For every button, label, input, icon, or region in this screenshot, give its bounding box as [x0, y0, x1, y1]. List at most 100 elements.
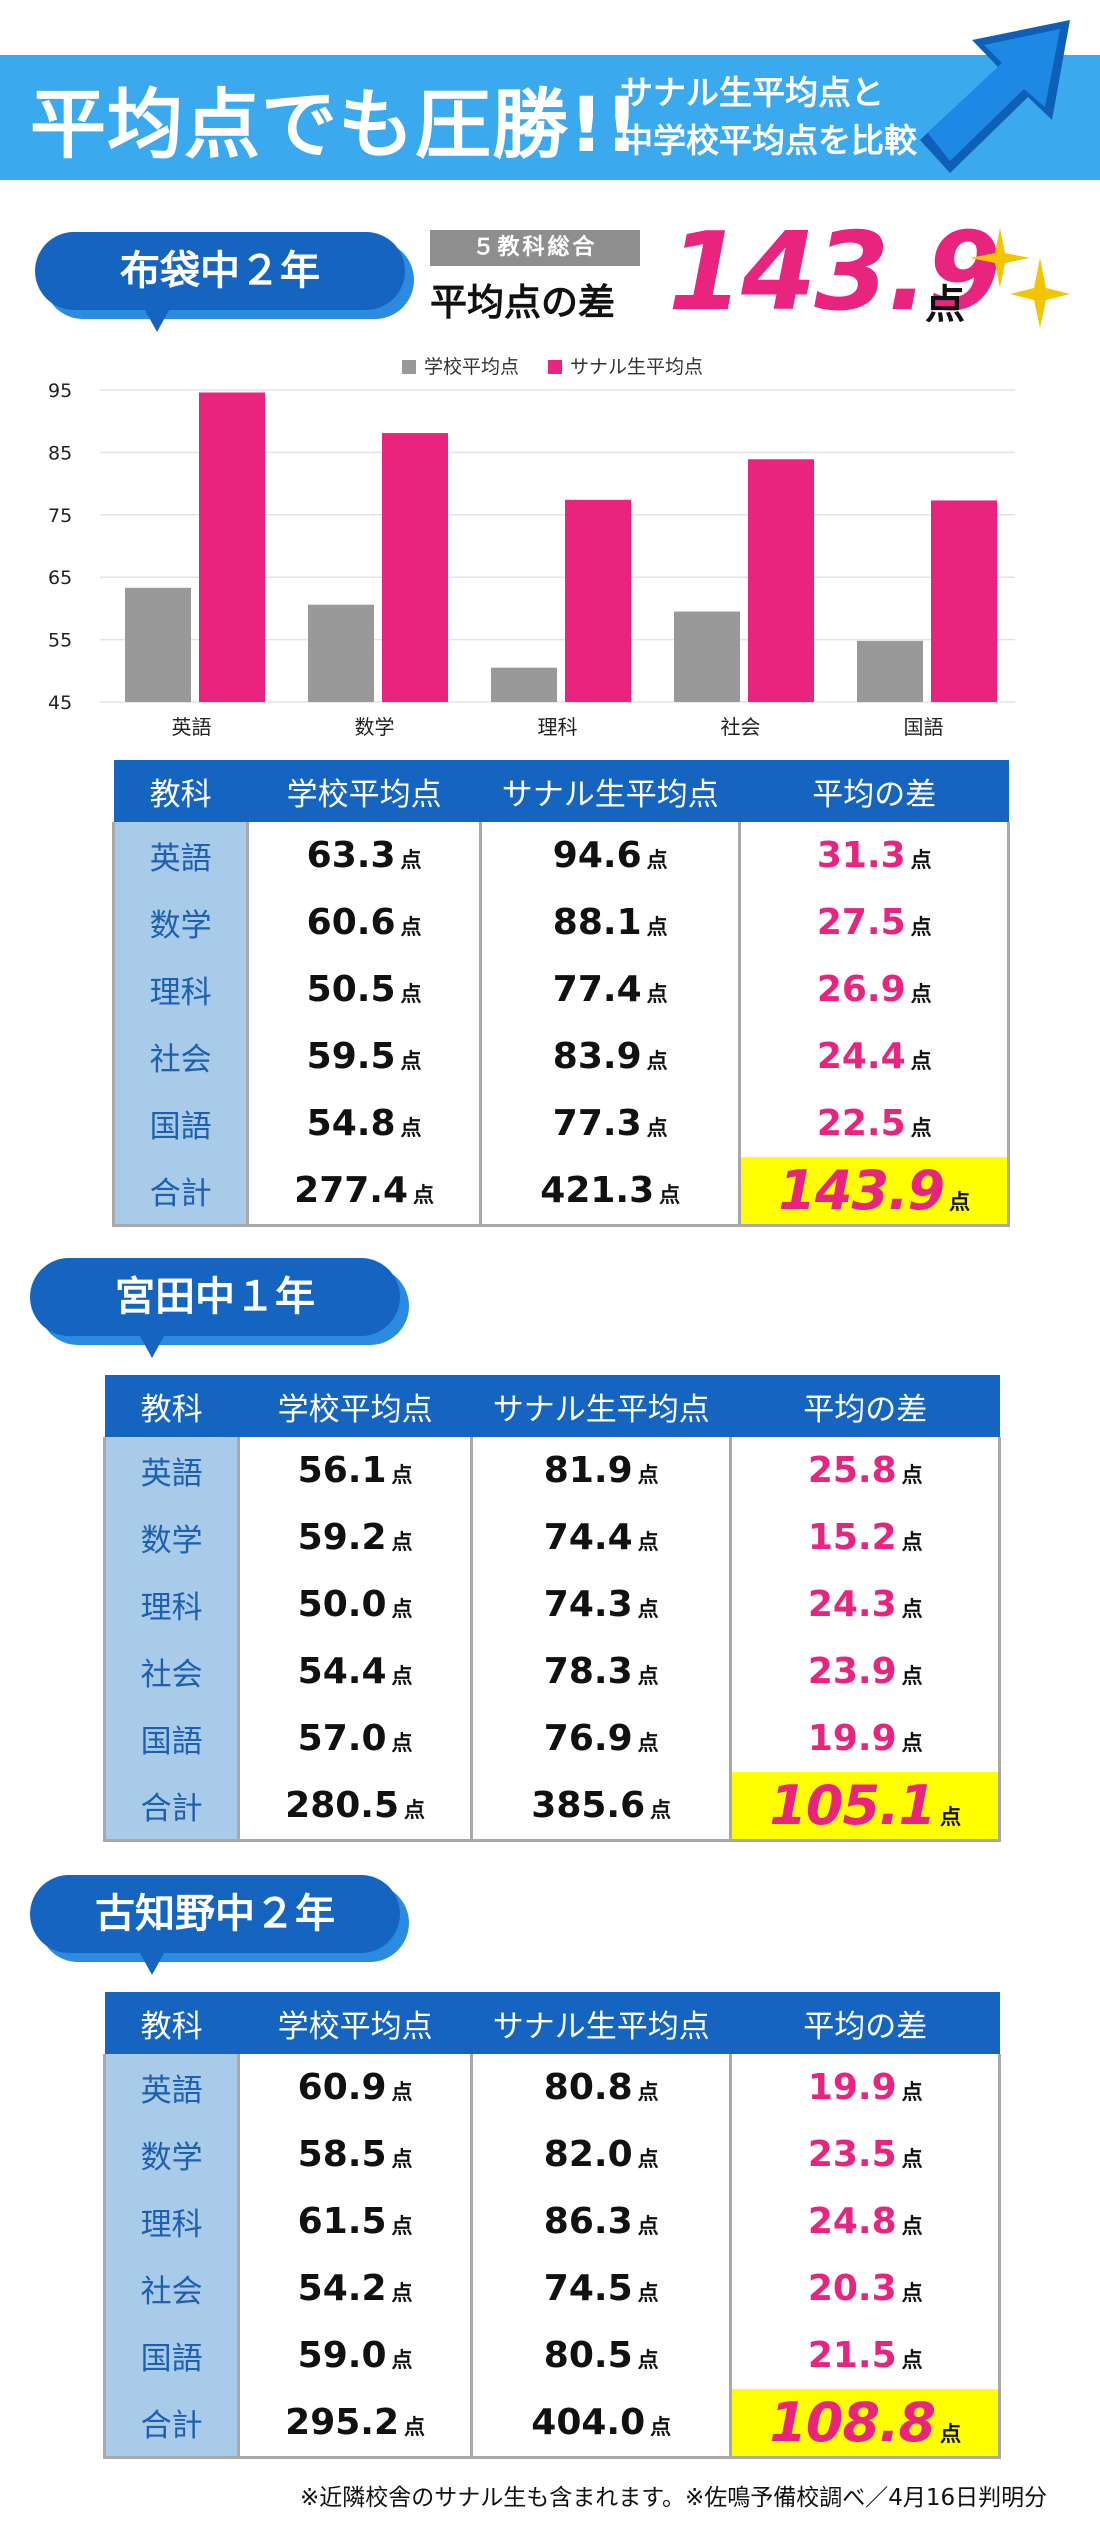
table-header-cell: 教科	[104, 1375, 239, 1437]
sanaru-average-value: 74.5	[543, 2268, 633, 2309]
total-difference-value: 143.9	[778, 1159, 945, 1222]
difference-value: 23.9	[807, 1651, 897, 1692]
difference-cell: 24.8 点	[729, 2188, 1001, 2255]
sanaru-average-cell: 74.5 点	[469, 2255, 733, 2322]
difference-cell: 19.9 点	[729, 1705, 1001, 1772]
x-category-label: 社会	[721, 715, 761, 739]
table-total-row: 合計 280.5 点 385.6 点 105.1 点	[102, 1772, 1001, 1842]
school-average-bar	[674, 611, 740, 702]
table-total-row: 合計 295.2 点 404.0 点 108.8 点	[102, 2389, 1001, 2459]
subject-cell: 社会	[102, 1638, 241, 1705]
school-average-cell: 59.0 点	[237, 2322, 473, 2389]
legend-label: 学校平均点	[424, 356, 519, 378]
school-average-cell: 50.5 点	[246, 956, 482, 1023]
sanaru-average-bar	[748, 459, 814, 702]
subject-cell: 数学	[111, 889, 250, 956]
school-average-bar	[125, 587, 191, 702]
point-unit: 点	[391, 1597, 413, 1621]
point-unit: 点	[646, 915, 668, 939]
school-average-value: 60.9	[297, 2067, 387, 2108]
diff-unit: 点	[925, 282, 965, 328]
header-subtitle-line1: サナル生平均点と	[620, 73, 884, 112]
point-unit: 点	[901, 1597, 923, 1621]
table-row: 英語 63.3 点 94.6 点 31.3 点	[111, 822, 1010, 889]
subject-cell: 国語	[102, 2322, 241, 2389]
sanaru-average-value: 82.0	[543, 2134, 633, 2175]
sanaru-average-cell: 421.3 点	[478, 1157, 742, 1227]
table-row: 国語 57.0 点 76.9 点 19.9 点	[102, 1705, 1001, 1772]
sanaru-average-value: 74.4	[543, 1517, 633, 1558]
sanaru-average-cell: 83.9 点	[478, 1023, 742, 1090]
subject-cell: 合計	[111, 1157, 250, 1227]
table-row: 数学 60.6 点 88.1 点 27.5 点	[111, 889, 1010, 956]
difference-value: 21.5	[807, 2335, 897, 2376]
table-header-row: 教科 学校平均点 サナル生平均点 平均の差	[113, 760, 1009, 822]
school-average-value: 56.1	[297, 1450, 387, 1491]
school-average-cell: 50.0 点	[237, 1571, 473, 1638]
point-unit: 点	[901, 2214, 923, 2238]
difference-cell: 23.9 点	[729, 1638, 1001, 1705]
point-unit: 点	[391, 2348, 413, 2372]
point-unit: 点	[391, 1664, 413, 1688]
point-unit: 点	[940, 1805, 962, 1829]
school-average-value: 54.4	[297, 1651, 387, 1692]
sanaru-average-cell: 78.3 点	[469, 1638, 733, 1705]
sanaru-average-cell: 81.9 点	[469, 1437, 733, 1504]
school-average-cell: 277.4 点	[246, 1157, 482, 1227]
up-arrow-icon	[920, 20, 1070, 173]
point-unit: 点	[910, 848, 932, 872]
header-subtitle-line2: 中学校平均点を比較	[620, 121, 917, 160]
point-unit: 点	[400, 1049, 422, 1073]
point-unit: 点	[901, 2080, 923, 2104]
subject-cell: 英語	[111, 822, 250, 889]
point-unit: 点	[637, 1463, 659, 1487]
table-row: 理科 50.0 点 74.3 点 24.3 点	[102, 1571, 1001, 1638]
point-unit: 点	[646, 848, 668, 872]
tag-text: 宮田中１年	[115, 1274, 315, 1320]
sanaru-average-cell: 77.3 点	[478, 1090, 742, 1157]
diff-value: 143.9	[668, 210, 1002, 335]
school-average-cell: 63.3 点	[246, 822, 482, 889]
school-average-cell: 60.6 点	[246, 889, 482, 956]
point-unit: 点	[901, 1530, 923, 1554]
total-difference-cell: 143.9 点	[738, 1157, 1010, 1227]
sanaru-average-value: 80.5	[543, 2335, 633, 2376]
tag-box	[30, 1875, 400, 1953]
school-average-value: 59.2	[297, 1517, 387, 1558]
difference-cell: 26.9 点	[738, 956, 1010, 1023]
school-average-cell: 54.4 点	[237, 1638, 473, 1705]
point-unit: 点	[637, 2214, 659, 2238]
tag-text: 布袋中２年	[120, 248, 320, 294]
tag-tail	[130, 1935, 174, 1975]
school-average-cell: 57.0 点	[237, 1705, 473, 1772]
sanaru-average-bar	[199, 392, 265, 702]
point-unit: 点	[637, 1664, 659, 1688]
sanaru-average-value: 81.9	[543, 1450, 633, 1491]
difference-value: 27.5	[816, 902, 906, 943]
table-header-cell: サナル生平均点	[480, 760, 740, 822]
point-unit: 点	[400, 848, 422, 872]
point-unit: 点	[637, 2080, 659, 2104]
diff-label: ５教科総合	[430, 230, 640, 266]
difference-cell: 23.5 点	[729, 2121, 1001, 2188]
bar-chart: 学校平均点 サナル生平均点 95 85 75 65 55 45 英語 数学 理科 社会 国語	[48, 356, 1015, 739]
difference-value: 20.3	[807, 2268, 897, 2309]
total-difference-cell: 105.1 点	[729, 1772, 1001, 1842]
sanaru-average-cell: 404.0 点	[469, 2389, 733, 2459]
point-unit: 点	[901, 2147, 923, 2171]
difference-cell: 15.2 点	[729, 1504, 1001, 1571]
total-difference-value: 105.1	[769, 1774, 936, 1837]
school-average-value: 54.8	[306, 1103, 396, 1144]
difference-cell: 31.3 点	[738, 822, 1010, 889]
difference-cell: 21.5 点	[729, 2322, 1001, 2389]
school-average-cell: 54.8 点	[246, 1090, 482, 1157]
footnote: ※近隣校舎のサナル生も含まれます。※佐鳴予備校調べ／4月16日判明分	[300, 2485, 1048, 2511]
y-tick-label: 85	[48, 442, 72, 464]
school-average-value: 61.5	[297, 2201, 387, 2242]
y-tick-label: 55	[48, 630, 72, 652]
point-unit: 点	[391, 2214, 413, 2238]
sanaru-average-cell: 80.8 点	[469, 2054, 733, 2121]
sanaru-average-cell: 94.6 点	[478, 822, 742, 889]
table-header-cell: 平均の差	[730, 1992, 1000, 2054]
difference-value: 19.9	[807, 2067, 897, 2108]
